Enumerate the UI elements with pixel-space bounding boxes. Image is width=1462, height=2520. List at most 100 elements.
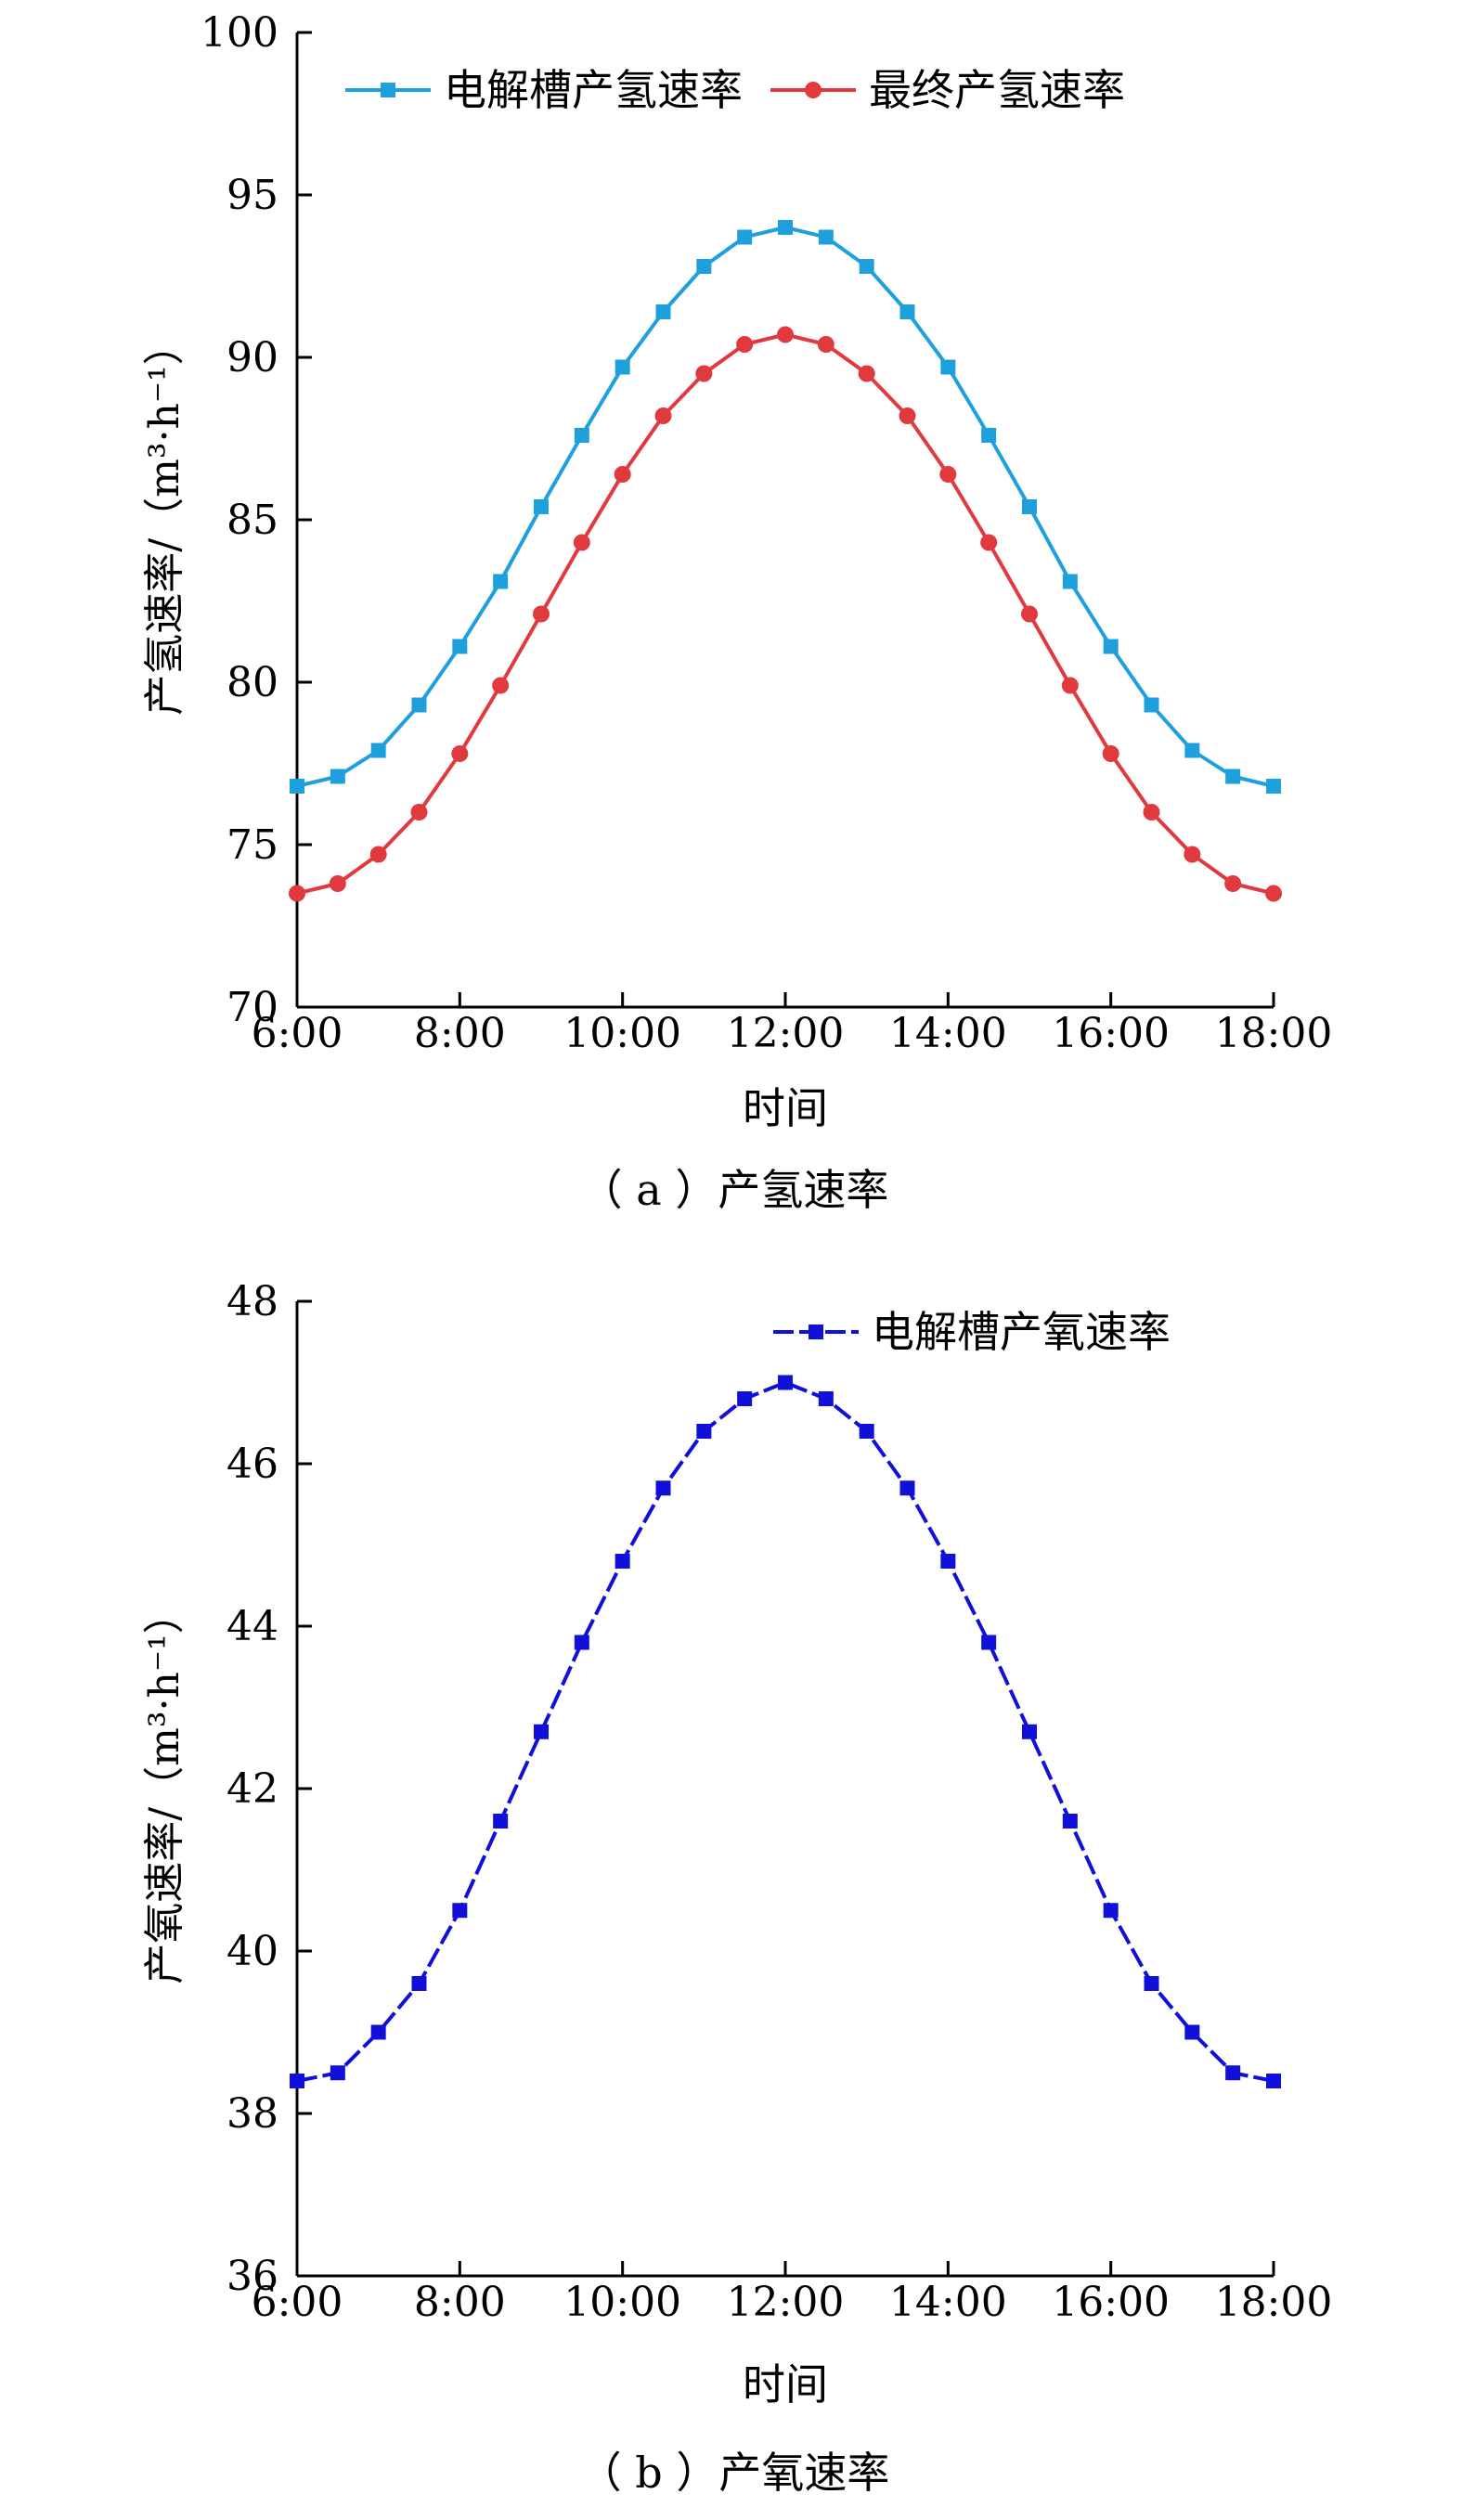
- data-point: [1103, 1903, 1119, 1919]
- figure-caption: （ b ）产氧速率: [579, 2448, 890, 2498]
- data-point: [574, 1635, 589, 1650]
- data-point: [1061, 677, 1079, 694]
- data-point: [1184, 743, 1200, 758]
- x-tick-label: 8:00: [414, 2279, 506, 2326]
- chart-panel-b: 36 38 40 42 44 46 48 6:00 8:00 10:00 12:00 14:00 16:…: [141, 1278, 1332, 2498]
- data-point: [696, 259, 712, 274]
- data-point: [981, 428, 997, 443]
- data-point: [695, 365, 713, 382]
- data-point: [736, 336, 754, 353]
- data-point: [370, 743, 386, 758]
- y-tick-label: 100: [201, 9, 278, 57]
- data-point: [980, 534, 998, 551]
- data-point: [452, 639, 468, 654]
- data-point: [369, 846, 387, 863]
- x-tick-label: 14:00: [889, 2279, 1007, 2326]
- x-tick-label: 16:00: [1052, 2279, 1170, 2326]
- legend-item: 最终产氢速率: [770, 65, 1125, 115]
- data-point: [1266, 779, 1281, 794]
- x-tick-label: 14:00: [889, 1010, 1007, 1057]
- data-point: [330, 2065, 345, 2081]
- data-point: [573, 534, 590, 551]
- data-point: [329, 875, 346, 892]
- data-point: [655, 1480, 671, 1496]
- data-point: [451, 745, 469, 762]
- data-point: [1225, 769, 1241, 784]
- series-line: [296, 1380, 1274, 2083]
- y-axis-title: 产氢速率/（m³·h⁻¹）: [141, 324, 188, 715]
- y-tick-label: 70: [226, 984, 278, 1031]
- data-point: [1184, 846, 1201, 863]
- x-tick-label: 18:00: [1215, 2279, 1333, 2326]
- data-point: [817, 336, 835, 353]
- data-point: [940, 359, 956, 375]
- data-point: [1103, 639, 1119, 654]
- data-point: [1022, 1724, 1037, 1739]
- data-point: [818, 229, 834, 245]
- y-tick-label: 44: [226, 1603, 278, 1650]
- data-point: [1143, 804, 1160, 821]
- x-axis-title: 时间: [743, 2359, 828, 2410]
- x-tick-label: 6:00: [252, 2279, 343, 2326]
- data-point: [533, 605, 550, 623]
- data-point: [859, 259, 874, 274]
- x-tick-label: 6:00: [252, 1010, 343, 1057]
- data-point: [1265, 885, 1282, 902]
- series-line: [296, 226, 1274, 788]
- data-point: [859, 1424, 874, 1439]
- data-point: [289, 885, 305, 902]
- data-point: [858, 365, 875, 382]
- y-tick-label: 46: [226, 1441, 278, 1488]
- data-point: [654, 407, 672, 424]
- data-point: [1062, 1814, 1078, 1829]
- data-point: [939, 466, 957, 483]
- data-point: [696, 1424, 712, 1439]
- data-point: [493, 1814, 509, 1829]
- y-tick-label: 42: [226, 1765, 278, 1813]
- data-point: [899, 407, 916, 424]
- legend-label: 电解槽产氢速率: [444, 65, 743, 115]
- x-tick-label: 18:00: [1215, 1010, 1333, 1057]
- data-point: [290, 2074, 304, 2088]
- data-point: [574, 428, 589, 443]
- data-point: [981, 1635, 997, 1650]
- data-point: [615, 359, 630, 375]
- legend-item: 电解槽产氧速率: [773, 1307, 1171, 1357]
- data-point: [778, 1375, 793, 1390]
- data-point: [290, 779, 304, 794]
- data-point: [1266, 2074, 1281, 2088]
- y-tick-label: 48: [226, 1278, 278, 1325]
- data-point: [1021, 605, 1038, 623]
- legend-marker: [809, 1325, 823, 1339]
- data-point: [1224, 875, 1242, 892]
- x-tick-label: 16:00: [1052, 1010, 1170, 1057]
- data-point: [534, 1724, 549, 1739]
- x-tick-label: 12:00: [727, 2279, 845, 2326]
- y-tick-label: 40: [226, 1928, 278, 1975]
- data-point: [1022, 499, 1037, 514]
- y-tick-label: 80: [226, 659, 278, 706]
- data-point: [452, 1903, 468, 1919]
- data-point: [899, 1480, 915, 1496]
- data-point: [1184, 2024, 1200, 2040]
- series-2: [289, 326, 1282, 902]
- data-point: [410, 804, 428, 821]
- x-tick-label: 10:00: [563, 2279, 681, 2326]
- x-tick-label: 8:00: [414, 1010, 506, 1057]
- series-1: [290, 220, 1281, 794]
- legend-label: 电解槽产氧速率: [872, 1307, 1171, 1357]
- data-point: [1225, 2065, 1241, 2081]
- y-tick-label: 75: [226, 821, 278, 869]
- x-tick-label: 12:00: [727, 1010, 845, 1057]
- data-point: [534, 499, 549, 514]
- data-point: [614, 466, 631, 483]
- legend-item: 电解槽产氢速率: [345, 65, 743, 115]
- data-point: [493, 574, 509, 589]
- series-line: [296, 332, 1274, 896]
- chart-panel-a: 70 75 80 85 90 95 100 6:00 8:00 10:00 12:00 14:00 16…: [141, 9, 1332, 1215]
- legend-marker: [805, 82, 822, 98]
- data-point: [940, 1554, 956, 1569]
- data-point: [1144, 697, 1159, 713]
- series-1: [290, 1375, 1281, 2088]
